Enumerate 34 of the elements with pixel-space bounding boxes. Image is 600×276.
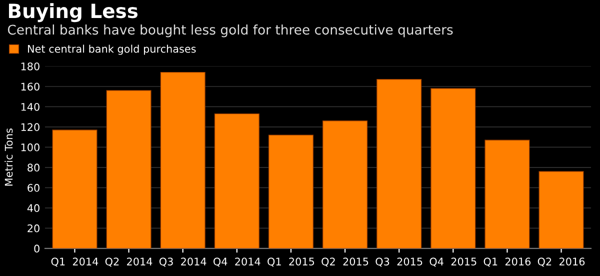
bar [484,140,530,248]
x-tick-label: Q1 2016 [484,258,531,267]
chart-subtitle: Central banks have bought less gold for three consecutive quarters [8,24,453,38]
x-tick-label: Q4 2015 [430,258,476,267]
y-tick-label: 40 [27,204,40,212]
x-tick-label: Q4 2014 [214,258,260,267]
bar [538,171,584,248]
bar [322,120,368,248]
bar [106,90,152,248]
y-tick-label: 120 [21,123,40,132]
x-tick-label: Q3 2014 [159,258,206,267]
x-tick-label: Q2 2014 [105,258,152,267]
x-tick-label: Q1 2015 [268,258,314,267]
bar [430,88,476,248]
x-tick-label: Q2 2016 [538,258,585,267]
y-tick-label: 100 [21,143,40,152]
y-tick-label: 180 [21,62,40,70]
bar [268,134,314,248]
bar [160,72,206,248]
y-tick-label: 20 [28,224,40,232]
x-tick-label: Q2 2015 [322,258,368,267]
y-tick-label: 160 [21,82,40,91]
bar [376,79,422,248]
y-tick-label: 0 [34,244,40,253]
x-tick-label: Q1 2014 [51,258,98,267]
x-tick-label: Q3 2015 [376,258,422,267]
y-tick-label: 80 [28,164,40,172]
chart-title: Buying Less [8,3,138,22]
bar [52,130,98,248]
y-tick-label: 60 [28,184,40,192]
y-axis-title: Metric Tons [4,128,13,186]
bar [214,113,260,248]
legend-label: Net central bank gold purchases [28,44,196,55]
y-tick-label: 140 [21,102,40,111]
